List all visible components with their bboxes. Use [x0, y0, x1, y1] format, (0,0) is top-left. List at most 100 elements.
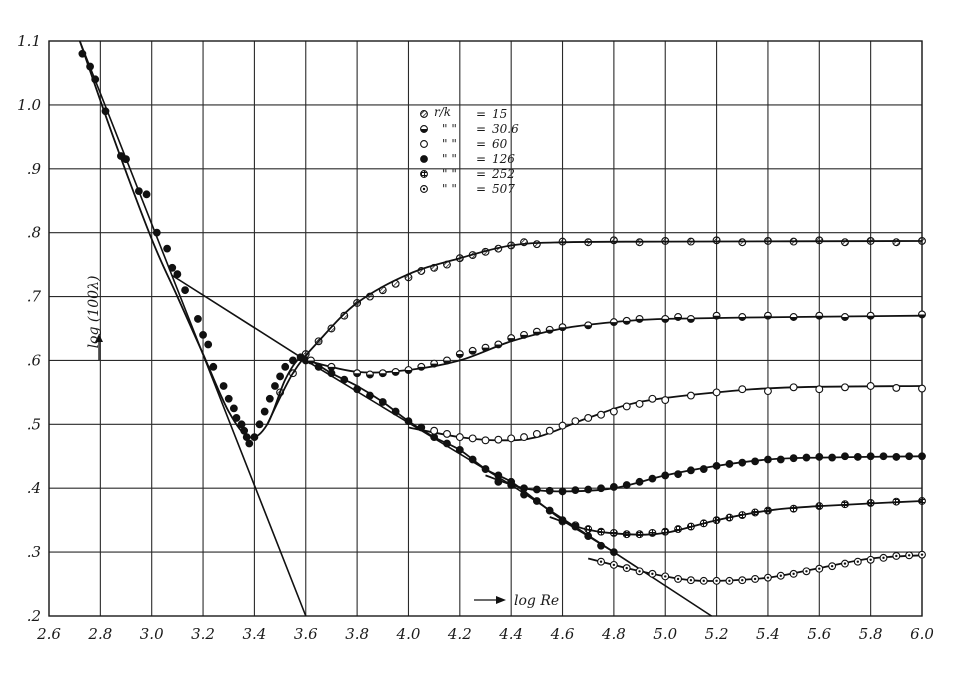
data-point-126 [725, 460, 734, 468]
ylabel-arrow-head [95, 334, 103, 342]
data-point-252 [815, 502, 824, 511]
data-point-126 [584, 485, 593, 494]
data-point-shared [134, 187, 143, 196]
data-point-30.6 [584, 321, 593, 330]
data-point-60 [532, 429, 541, 438]
data-point-252 [635, 530, 644, 539]
data-point-30.6 [738, 313, 747, 321]
data-point-60 [430, 426, 439, 435]
legend-entry-60: 60 [492, 137, 508, 151]
data-point-126 [648, 474, 657, 483]
data-point-60 [571, 417, 580, 426]
x-tick-label: 5.4 [756, 625, 780, 643]
data-point-60 [815, 385, 824, 394]
data-point-15 [378, 286, 387, 295]
data-point-15 [481, 247, 490, 256]
data-point-30.6 [468, 346, 477, 355]
data-point-15 [494, 244, 503, 253]
data-point-126 [532, 485, 541, 494]
data-point-60 [597, 410, 605, 419]
data-point-15 [609, 236, 618, 245]
data-point-126 [674, 470, 682, 479]
data-point-shared [404, 417, 413, 426]
data-point-shared [597, 541, 605, 550]
x-tick-label: 5.2 [705, 625, 729, 643]
data-point-15 [520, 238, 528, 247]
data-point-shared [199, 330, 207, 339]
data-point-shared [545, 506, 554, 515]
data-point-126 [609, 483, 618, 491]
data-point-shared [242, 433, 251, 442]
data-point-30.6 [443, 356, 451, 365]
legend-marker-507 [420, 185, 428, 193]
data-point-252 [686, 522, 695, 531]
data-point-60 [584, 413, 593, 422]
legend-eq: = [476, 182, 486, 196]
x-tick-label: 3.4 [242, 625, 266, 643]
data-point-507 [776, 571, 785, 580]
data-point-15 [366, 292, 374, 301]
data-point-shared [289, 356, 297, 365]
data-point-shared [430, 433, 439, 442]
data-point-60 [507, 434, 516, 443]
legend-entry-252: 252 [491, 167, 515, 181]
data-point-shared [86, 62, 94, 71]
data-point-30.6 [353, 369, 362, 378]
data-point-15 [892, 238, 901, 247]
data-point-shared [327, 369, 336, 378]
data-point-507 [725, 576, 734, 585]
legend: r/k = 15 " " = 30.6 " " = 60 " " = 126 " " = 252 " " = 50… [420, 105, 519, 196]
data-point-shared [271, 382, 279, 390]
data-point-60 [545, 426, 554, 435]
data-point-15 [468, 251, 477, 259]
data-point-507 [622, 564, 631, 573]
data-point-126 [597, 484, 605, 493]
data-point-shared [340, 375, 349, 384]
legend-ditto: " " [442, 182, 457, 196]
data-point-60 [520, 433, 528, 442]
data-point-126 [892, 453, 901, 461]
data-point-shared [520, 490, 528, 499]
data-point-30.6 [712, 311, 721, 320]
data-point-126 [738, 458, 747, 467]
data-point-252 [622, 530, 631, 539]
data-point-507 [609, 560, 618, 569]
data-point-60 [622, 402, 631, 411]
legend-entry-30.6: 30.6 [492, 122, 519, 136]
legend-eq: = [476, 152, 486, 166]
data-point-126 [789, 454, 798, 463]
data-point-shared [481, 465, 490, 473]
data-point-60 [558, 421, 567, 430]
legend-marker-30.6 [420, 125, 428, 133]
data-point-507 [789, 569, 798, 578]
data-point-shared [237, 420, 246, 429]
data-point-507 [648, 569, 657, 578]
data-point-15 [391, 279, 400, 288]
data-point-126 [866, 452, 875, 461]
data-point-15 [635, 238, 644, 247]
data-point-15 [340, 311, 349, 320]
data-point-60 [635, 399, 644, 408]
data-point-60 [468, 434, 477, 443]
legend-marker-15 [420, 110, 428, 118]
y-tick-label: .2 [27, 607, 41, 625]
data-point-507 [918, 550, 926, 559]
data-point-shared [91, 75, 100, 84]
data-point-507 [802, 567, 811, 576]
data-point-30.6 [789, 313, 798, 321]
ylabel-arrow [95, 334, 103, 360]
data-point-15 [532, 240, 541, 249]
data-point-15 [584, 238, 593, 247]
y-tick-label: .4 [27, 479, 41, 497]
y-tick-label: .9 [27, 160, 42, 178]
data-point-507 [763, 573, 772, 582]
data-point-15 [404, 273, 413, 282]
data-point-30.6 [674, 313, 683, 321]
data-point-126 [764, 455, 772, 464]
data-point-15 [288, 369, 297, 378]
data-point-507 [892, 551, 901, 560]
data-point-126 [558, 487, 567, 496]
data-point-15 [558, 237, 567, 246]
data-point-252 [738, 511, 747, 520]
